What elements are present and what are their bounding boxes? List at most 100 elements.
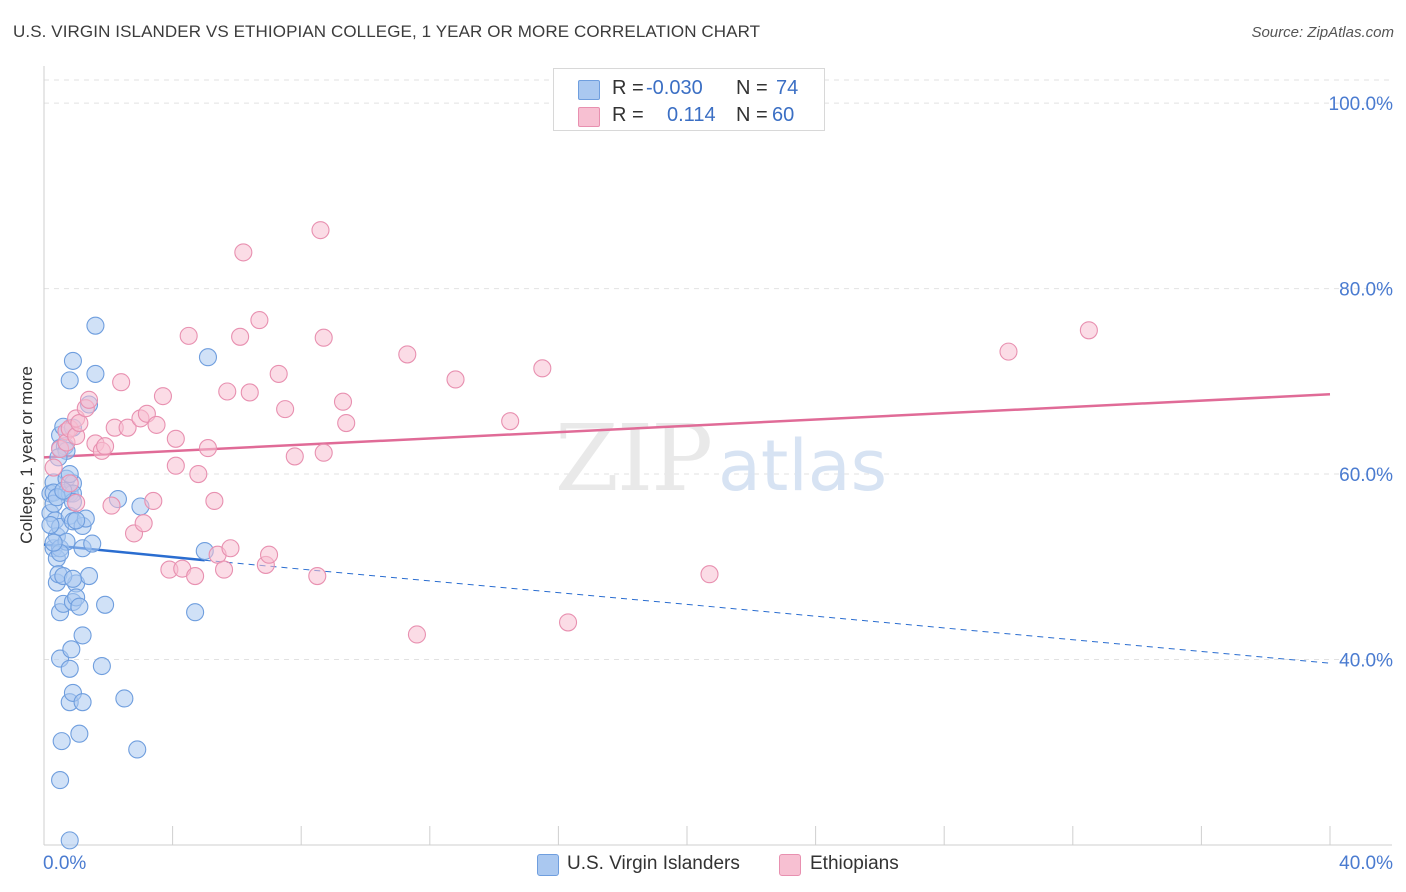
point-ethiopians xyxy=(240,383,259,402)
stats-box: R = -0.030 N = 74 R = 0.114 N = 60 xyxy=(553,68,825,131)
point-ethiopians xyxy=(67,493,86,512)
point-ethiopians xyxy=(314,328,333,347)
legend-label-ethiopians: Ethiopians xyxy=(810,853,899,874)
point-ethiopians xyxy=(337,413,356,433)
point-ethiopians xyxy=(231,327,250,346)
point-ethiopians xyxy=(198,439,218,458)
stats-r-value: 0.114 xyxy=(667,104,716,126)
stats-swatch-virgin-islanders xyxy=(578,80,600,100)
point-ethiopians xyxy=(558,613,578,632)
stats-row-virgin-islanders: R = -0.030 N = 74 xyxy=(554,73,824,101)
point-ethiopians xyxy=(700,565,719,584)
point-ethiopians xyxy=(153,387,173,406)
watermark-zip: ZIP xyxy=(555,405,711,512)
point-ethiopians xyxy=(250,311,269,330)
point-virgin-islanders xyxy=(41,516,60,535)
stats-r-label: R = xyxy=(612,77,644,99)
point-virgin-islanders xyxy=(73,626,92,645)
legend-swatch-virgin-islanders xyxy=(537,854,559,876)
point-ethiopians xyxy=(102,496,121,515)
point-ethiopians xyxy=(134,514,153,533)
point-virgin-islanders xyxy=(92,656,111,676)
point-ethiopians xyxy=(186,567,205,586)
point-ethiopians xyxy=(308,567,327,586)
point-ethiopians xyxy=(79,390,99,409)
watermark-atlas: atlas xyxy=(718,425,887,507)
point-ethiopians xyxy=(269,364,288,383)
axes xyxy=(43,66,1392,846)
stats-swatch-ethiopians xyxy=(578,107,600,127)
stats-r-value: -0.030 xyxy=(646,77,703,99)
point-ethiopians xyxy=(179,326,198,345)
point-ethiopians xyxy=(166,429,185,448)
point-virgin-islanders xyxy=(73,693,92,712)
point-virgin-islanders xyxy=(63,351,82,370)
chart-title: U.S. VIRGIN ISLANDER VS ETHIOPIAN COLLEG… xyxy=(13,22,761,41)
point-virgin-islanders xyxy=(70,597,89,616)
point-virgin-islanders xyxy=(44,533,63,552)
y-axis-label: College, 1 year or more xyxy=(17,366,36,544)
point-ethiopians xyxy=(96,437,115,456)
point-ethiopians xyxy=(221,539,240,558)
point-ethiopians xyxy=(285,447,304,466)
point-virgin-islanders xyxy=(70,724,89,743)
stats-n-value: 60 xyxy=(772,104,795,126)
point-virgin-islanders xyxy=(52,732,71,751)
point-virgin-islanders xyxy=(60,371,79,390)
point-ethiopians xyxy=(144,491,163,510)
point-virgin-islanders xyxy=(60,831,79,850)
point-virgin-islanders xyxy=(67,511,86,530)
y-tick-label: 100.0% xyxy=(1329,94,1394,115)
point-ethiopians xyxy=(218,382,237,401)
point-ethiopians xyxy=(112,373,131,392)
point-ethiopians xyxy=(44,458,63,477)
data-points xyxy=(41,221,1098,850)
point-ethiopians xyxy=(147,415,166,434)
point-ethiopians xyxy=(314,443,333,462)
watermark: ZIP atlas xyxy=(555,405,887,512)
point-virgin-islanders xyxy=(186,603,205,622)
point-virgin-islanders xyxy=(79,567,99,586)
stats-n-label: N = xyxy=(736,77,768,99)
trend-line-ethiopians xyxy=(43,393,1331,459)
trend-extension-virgin-islanders xyxy=(204,559,1331,664)
point-ethiopians xyxy=(205,491,224,510)
point-virgin-islanders xyxy=(86,364,105,383)
point-ethiopians xyxy=(234,243,253,262)
chart-source: Source: ZipAtlas.com xyxy=(1251,24,1394,41)
y-tick-label: 60.0% xyxy=(1339,465,1393,486)
y-tick-label: 80.0% xyxy=(1339,280,1393,301)
point-virgin-islanders xyxy=(198,348,218,367)
point-virgin-islanders xyxy=(96,595,115,614)
point-virgin-islanders xyxy=(83,534,102,553)
point-ethiopians xyxy=(259,545,279,564)
point-ethiopians xyxy=(189,464,208,484)
point-ethiopians xyxy=(333,392,353,411)
point-ethiopians xyxy=(501,412,520,431)
point-virgin-islanders xyxy=(86,316,105,335)
stats-r-label: R = xyxy=(612,104,644,126)
legend: U.S. Virgin Islanders Ethiopians xyxy=(0,850,1406,880)
point-ethiopians xyxy=(118,418,137,437)
point-ethiopians xyxy=(1079,321,1098,340)
point-ethiopians xyxy=(999,342,1018,361)
x-tick-label: 40.0% xyxy=(1339,853,1393,874)
point-ethiopians xyxy=(407,625,426,644)
point-ethiopians xyxy=(166,456,185,475)
point-virgin-islanders xyxy=(60,659,79,678)
point-virgin-islanders xyxy=(63,569,82,588)
y-tick-label: 40.0% xyxy=(1339,651,1393,672)
tick-labels: 40.0% 60.0% 80.0% 100.0% 0.0% 40.0% xyxy=(43,94,1393,874)
stats-n-value: 74 xyxy=(776,77,799,99)
point-virgin-islanders xyxy=(128,740,147,759)
point-ethiopians xyxy=(311,221,330,240)
point-ethiopians xyxy=(60,474,79,493)
point-ethiopians xyxy=(214,560,234,579)
stats-row-ethiopians: R = 0.114 N = 60 xyxy=(554,100,824,128)
point-ethiopians xyxy=(276,400,295,419)
point-ethiopians xyxy=(398,345,417,364)
point-ethiopians xyxy=(533,359,552,378)
legend-label-virgin-islanders: U.S. Virgin Islanders xyxy=(567,853,740,874)
point-ethiopians xyxy=(446,370,465,389)
